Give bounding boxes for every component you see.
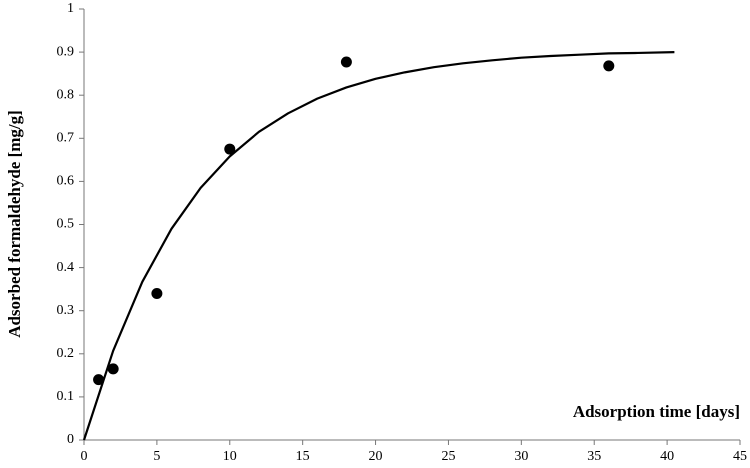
data-point xyxy=(224,143,236,155)
x-tick-label: 40 xyxy=(660,449,674,464)
data-point xyxy=(107,363,119,375)
x-tick-label: 5 xyxy=(153,449,160,464)
y-tick-label: 0.8 xyxy=(57,87,75,102)
y-tick-label: 0.7 xyxy=(57,131,75,146)
y-tick-label: 0 xyxy=(67,432,74,447)
data-point xyxy=(151,287,163,299)
y-tick-label: 0.1 xyxy=(57,389,75,404)
y-tick-label: 0.2 xyxy=(57,346,75,361)
x-tick-label: 10 xyxy=(223,449,237,464)
x-tick-label: 35 xyxy=(587,449,601,464)
data-point xyxy=(340,56,352,68)
y-tick-label: 0.5 xyxy=(57,217,75,232)
y-axis-title: Adsorbed formaldehyde [mg/g] xyxy=(5,110,24,338)
y-tick-label: 0.3 xyxy=(57,303,75,318)
x-tick-label: 45 xyxy=(733,449,747,464)
x-tick-label: 15 xyxy=(296,449,310,464)
data-point xyxy=(603,60,615,72)
x-tick-label: 30 xyxy=(514,449,528,464)
x-tick-label: 0 xyxy=(81,449,88,464)
y-tick-label: 0.6 xyxy=(57,174,75,189)
x-tick-label: 20 xyxy=(369,449,383,464)
y-tick-label: 0.4 xyxy=(57,260,75,275)
y-tick-label: 1 xyxy=(67,1,74,16)
x-tick-label: 25 xyxy=(441,449,455,464)
y-tick-label: 0.9 xyxy=(57,44,75,59)
data-point xyxy=(93,374,105,386)
fit-curve xyxy=(82,51,675,441)
x-axis-title: Adsorption time [days] xyxy=(573,402,740,421)
